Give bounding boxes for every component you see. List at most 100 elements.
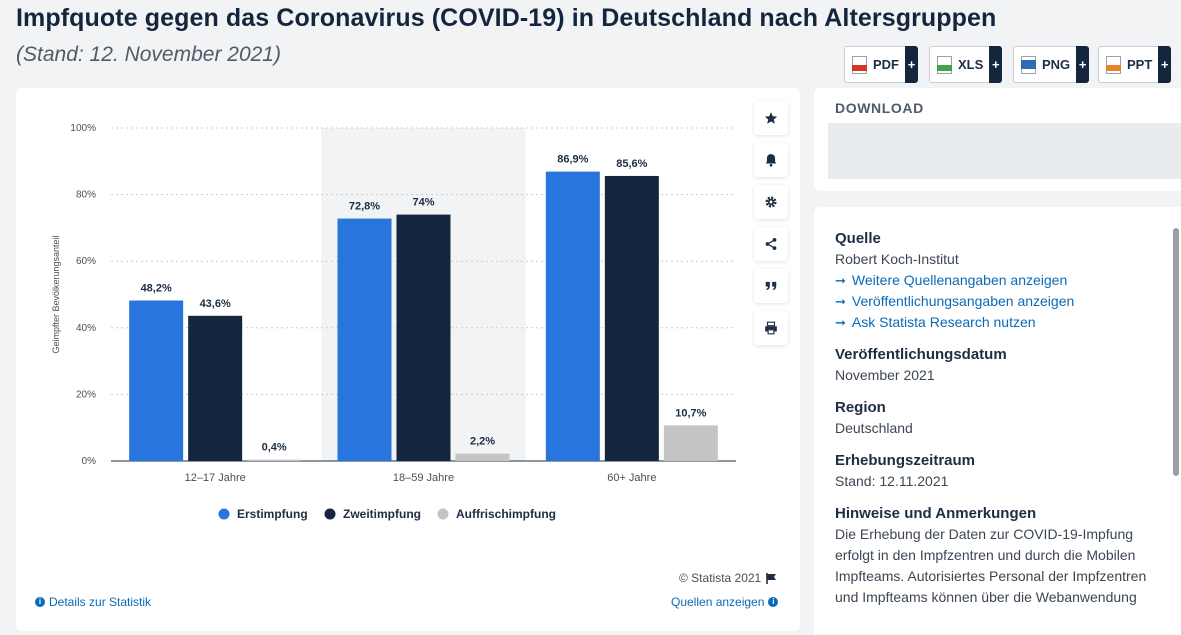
data-label: 86,9% [557, 154, 588, 166]
y-tick-label: 0% [82, 456, 97, 467]
page-title: Impfquote gegen das Coronavirus (COVID-1… [16, 4, 997, 32]
download-png-plus[interactable]: + [1076, 46, 1090, 83]
period-heading: Erhebungszeitraum [835, 452, 976, 469]
star-icon [764, 112, 778, 124]
x-tick-label: 60+ Jahre [607, 472, 656, 484]
data-label: 2,2% [470, 436, 495, 448]
legend-marker-erstimpfung [218, 508, 230, 520]
download-xls-main[interactable]: XLS [929, 46, 990, 83]
sources-link[interactable]: Quellen anzeigen i [671, 595, 779, 609]
details-link[interactable]: i Details zur Statistik [35, 595, 151, 609]
flag-icon [766, 572, 777, 584]
download-png-button[interactable]: PNG + [1013, 46, 1090, 83]
png-file-icon [1021, 55, 1036, 74]
publication-info-link[interactable]: ➞ Veröffentlichungsangaben anzeigen [835, 291, 1165, 312]
bar-zweitimpfung-2 [604, 175, 659, 461]
copyright: © Statista 2021 [679, 571, 777, 585]
x-tick-label: 18–59 Jahre [393, 472, 454, 484]
y-axis-label: Geimpfter Bevölkerungsanteil [51, 235, 61, 353]
legend-label-auffrischimpfung: Auffrischimpfung [456, 507, 556, 521]
data-label: 85,6% [616, 158, 647, 170]
copyright-text: © Statista 2021 [679, 571, 762, 585]
download-pdf-main[interactable]: PDF [844, 46, 905, 83]
notes-text: Die Erhebung der Daten zur COVID-19-Impf… [835, 526, 1147, 605]
source-heading: Quelle [835, 230, 881, 247]
ask-research-label: Ask Statista Research nutzen [851, 314, 1036, 330]
arrow-right-icon: ➞ [835, 315, 846, 330]
bell-icon [765, 154, 777, 167]
share-icon [765, 238, 777, 250]
source-value: Robert Koch-Institut [835, 251, 959, 267]
data-label: 74% [412, 197, 434, 209]
y-tick-label: 40% [76, 323, 96, 334]
details-link-label: Details zur Statistik [49, 595, 152, 609]
arrow-right-icon: ➞ [835, 273, 846, 288]
source-info-panel: Quelle Robert Koch-Institut ➞ Weitere Que… [814, 207, 1181, 635]
download-title: DOWNLOAD [835, 100, 924, 116]
publication-info-label: Veröffentlichungsangaben anzeigen [851, 293, 1075, 309]
favorite-button[interactable] [754, 101, 788, 135]
download-pdf-label: PDF [873, 57, 899, 72]
sources-link-label: Quellen anzeigen [671, 595, 765, 609]
settings-button[interactable] [754, 185, 788, 219]
bar-zweitimpfung-0 [188, 315, 243, 461]
download-png-main[interactable]: PNG [1013, 46, 1077, 83]
y-tick-label: 60% [76, 256, 96, 267]
pubdate-value: November 2021 [835, 367, 935, 383]
bar-erstimpfung-1 [337, 218, 392, 461]
gear-icon [765, 196, 777, 208]
legend-marker-zweitimpfung [324, 508, 336, 520]
pdf-file-icon [852, 55, 867, 74]
arrow-right-icon: ➞ [835, 294, 846, 309]
download-png-label: PNG [1042, 57, 1071, 72]
region-value: Deutschland [835, 420, 913, 436]
bar-auffrischimpfung-2 [663, 425, 718, 461]
download-xls-label: XLS [958, 57, 984, 72]
notification-button[interactable] [754, 143, 788, 177]
download-panel: DOWNLOAD [814, 88, 1181, 191]
download-ppt-button[interactable]: PPT + [1098, 46, 1172, 83]
download-pdf-button[interactable]: PDF + [844, 46, 918, 83]
download-strip [828, 123, 1181, 179]
legend-label-zweitimpfung: Zweitimpfung [343, 507, 421, 521]
legend-label-erstimpfung: Erstimpfung [237, 507, 308, 521]
bar-auffrischimpfung-0 [247, 459, 302, 461]
share-button[interactable] [754, 227, 788, 261]
notes-heading: Hinweise und Anmerkungen [835, 505, 1037, 522]
ppt-file-icon [1106, 55, 1121, 74]
bar-erstimpfung-0 [129, 300, 184, 461]
data-label: 48,2% [141, 282, 172, 294]
period-value: Stand: 12.11.2021 [835, 473, 949, 489]
y-tick-label: 80% [76, 190, 96, 201]
data-label: 10,7% [675, 407, 706, 419]
info-icon: i [35, 597, 45, 607]
more-sources-link[interactable]: ➞ Weitere Quellenangaben anzeigen [835, 270, 1165, 291]
download-pdf-plus[interactable]: + [905, 46, 918, 83]
bar-erstimpfung-2 [545, 171, 600, 462]
pubdate-heading: Veröffentlichungsdatum [835, 346, 1007, 363]
bar-chart: 0% 20% 40% 60% 80% 100% Geimpfter Bevölkerungs… [51, 123, 736, 521]
more-sources-label: Weitere Quellenangaben anzeigen [851, 272, 1068, 288]
download-xls-button[interactable]: XLS + [929, 46, 1003, 83]
cite-button[interactable] [754, 269, 788, 303]
x-tick-label: 12–17 Jahre [185, 472, 246, 484]
ask-research-link[interactable]: ➞ Ask Statista Research nutzen [835, 312, 1165, 333]
download-ppt-plus[interactable]: + [1158, 46, 1172, 83]
data-label: 43,6% [200, 298, 231, 310]
y-tick-label: 100% [70, 123, 96, 134]
print-icon [765, 321, 777, 335]
download-xls-plus[interactable]: + [989, 46, 1003, 83]
region-heading: Region [835, 399, 886, 416]
info-icon: i [768, 597, 779, 607]
page-subtitle: (Stand: 12. November 2021) [16, 43, 281, 66]
print-button[interactable] [754, 311, 788, 345]
chart-card: 0% 20% 40% 60% 80% 100% Geimpfter Bevölkerungs… [16, 88, 800, 631]
info-scrollbar[interactable] [1173, 228, 1179, 476]
quote-icon [765, 281, 777, 291]
legend-marker-auffrischimpfung [437, 508, 449, 520]
download-ppt-main[interactable]: PPT [1098, 46, 1159, 83]
download-ppt-label: PPT [1127, 57, 1153, 72]
bar-auffrischimpfung-1 [455, 453, 510, 461]
data-label: 0,4% [262, 442, 287, 454]
bar-zweitimpfung-1 [396, 214, 451, 461]
